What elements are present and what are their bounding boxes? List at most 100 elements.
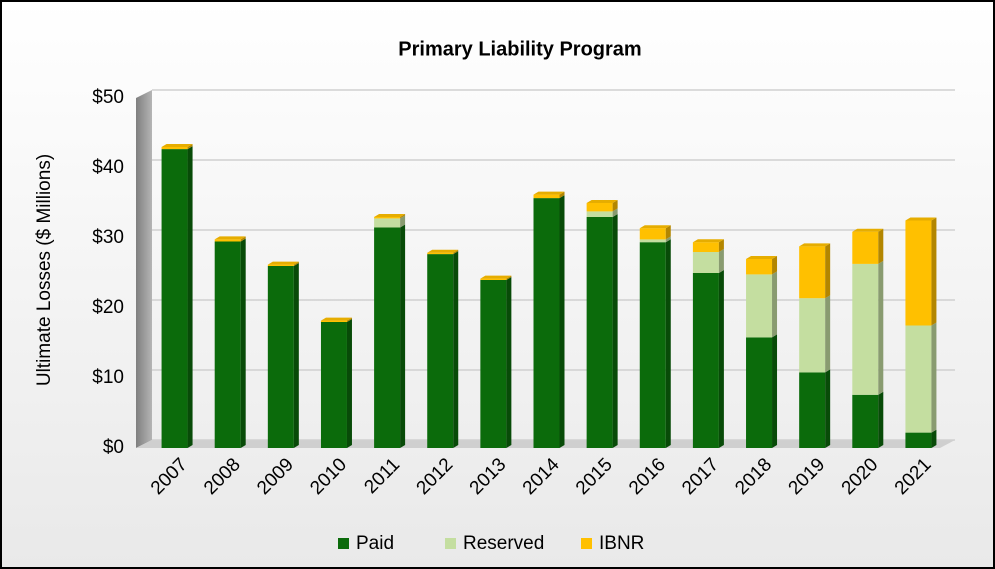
bar-segment — [639, 228, 666, 240]
bar-segment — [746, 259, 773, 275]
chart-title: Primary Liability Program — [398, 38, 641, 60]
bar-side — [293, 263, 299, 448]
bar-side — [878, 391, 884, 448]
bar-segment — [267, 266, 294, 448]
bar-segment — [692, 242, 719, 252]
side-wall — [136, 90, 152, 448]
bar-side — [612, 200, 618, 212]
bar-side — [665, 239, 671, 448]
bar-side — [293, 261, 299, 266]
bar-segment — [852, 394, 879, 448]
bar-segment — [905, 432, 932, 448]
bar-segment — [320, 322, 347, 448]
bar-segment — [480, 280, 507, 448]
bar-segment — [161, 149, 188, 448]
bar-side — [718, 270, 724, 448]
bar-segment — [799, 298, 826, 373]
bar-segment — [214, 239, 241, 242]
bar-top — [533, 191, 565, 195]
bar-side — [612, 214, 618, 448]
bar-segment — [852, 231, 879, 264]
bar-side — [453, 251, 459, 448]
legend-swatch — [338, 538, 349, 549]
bar-segment — [746, 337, 773, 448]
y-tick-label: $40 — [92, 157, 124, 178]
bar-side — [878, 228, 884, 264]
bar-segment — [480, 278, 507, 280]
bar-side — [718, 249, 724, 273]
bar-top — [161, 144, 193, 147]
bar-side — [825, 295, 831, 373]
bar-segment — [586, 217, 613, 448]
bar-side — [559, 191, 565, 199]
bar-top — [586, 200, 618, 203]
bar-side — [931, 322, 937, 433]
bar-side — [453, 249, 459, 255]
bar-segment — [533, 194, 560, 199]
bar-side — [400, 215, 406, 228]
bar-top — [374, 214, 406, 217]
bar-side — [665, 225, 671, 240]
bar-segment — [533, 198, 560, 448]
bar-segment — [905, 220, 932, 326]
bar-side — [400, 214, 406, 219]
y-axis-label: Ultimate Losses ($ Millions) — [34, 154, 55, 386]
bar-side — [878, 260, 884, 395]
bar-side — [506, 277, 512, 448]
bar-side — [559, 195, 565, 448]
bar-segment — [320, 320, 347, 322]
y-tick-label: $20 — [92, 297, 124, 318]
bar-segment — [374, 217, 401, 219]
bar-side — [825, 369, 831, 448]
bar-side — [772, 334, 778, 448]
bar-segment — [799, 246, 826, 299]
bar-top — [320, 317, 352, 321]
bar-side — [506, 275, 512, 280]
bar-side — [665, 236, 671, 243]
legend-label: IBNR — [599, 533, 644, 554]
bar-side — [931, 217, 937, 326]
bar-segment — [374, 218, 401, 228]
bar-segment — [161, 147, 188, 150]
bar-segment — [692, 252, 719, 273]
bar-segment — [852, 263, 879, 395]
y-tick-label: $50 — [92, 87, 124, 108]
y-tick-label: $10 — [92, 367, 124, 388]
bar-segment — [586, 203, 613, 212]
y-tick-label: $0 — [103, 437, 124, 458]
bar-top — [480, 275, 512, 279]
bar-side — [825, 243, 831, 299]
bar-top — [852, 228, 884, 232]
bar-side — [346, 319, 352, 448]
bar-segment — [267, 264, 294, 266]
bar-side — [772, 271, 778, 338]
bar-side — [240, 238, 246, 448]
bar-segment — [586, 211, 613, 217]
legend-swatch — [581, 538, 592, 549]
legend-swatch — [445, 538, 456, 549]
bar-side — [772, 256, 778, 275]
bar-segment — [427, 254, 454, 448]
legend-label: Reserved — [463, 533, 544, 554]
bar-top — [427, 249, 459, 253]
bar-segment — [746, 274, 773, 338]
bar-top — [746, 256, 778, 259]
bar-side — [400, 224, 406, 448]
bar-top — [267, 261, 299, 265]
bar-top — [799, 243, 831, 247]
bar-side — [931, 429, 937, 448]
bar-segment — [692, 273, 719, 448]
bar-side — [612, 208, 618, 217]
bar-segment — [427, 252, 454, 255]
bar-side — [187, 146, 193, 448]
bar-top — [214, 236, 246, 240]
bar-segment — [905, 325, 932, 433]
bar-side — [187, 144, 193, 150]
bar-segment — [639, 239, 666, 243]
y-tick-label: $30 — [92, 227, 124, 248]
bar-side — [240, 236, 246, 242]
bar-segment — [214, 241, 241, 448]
bar-segment — [799, 372, 826, 448]
bar-top — [905, 217, 937, 221]
